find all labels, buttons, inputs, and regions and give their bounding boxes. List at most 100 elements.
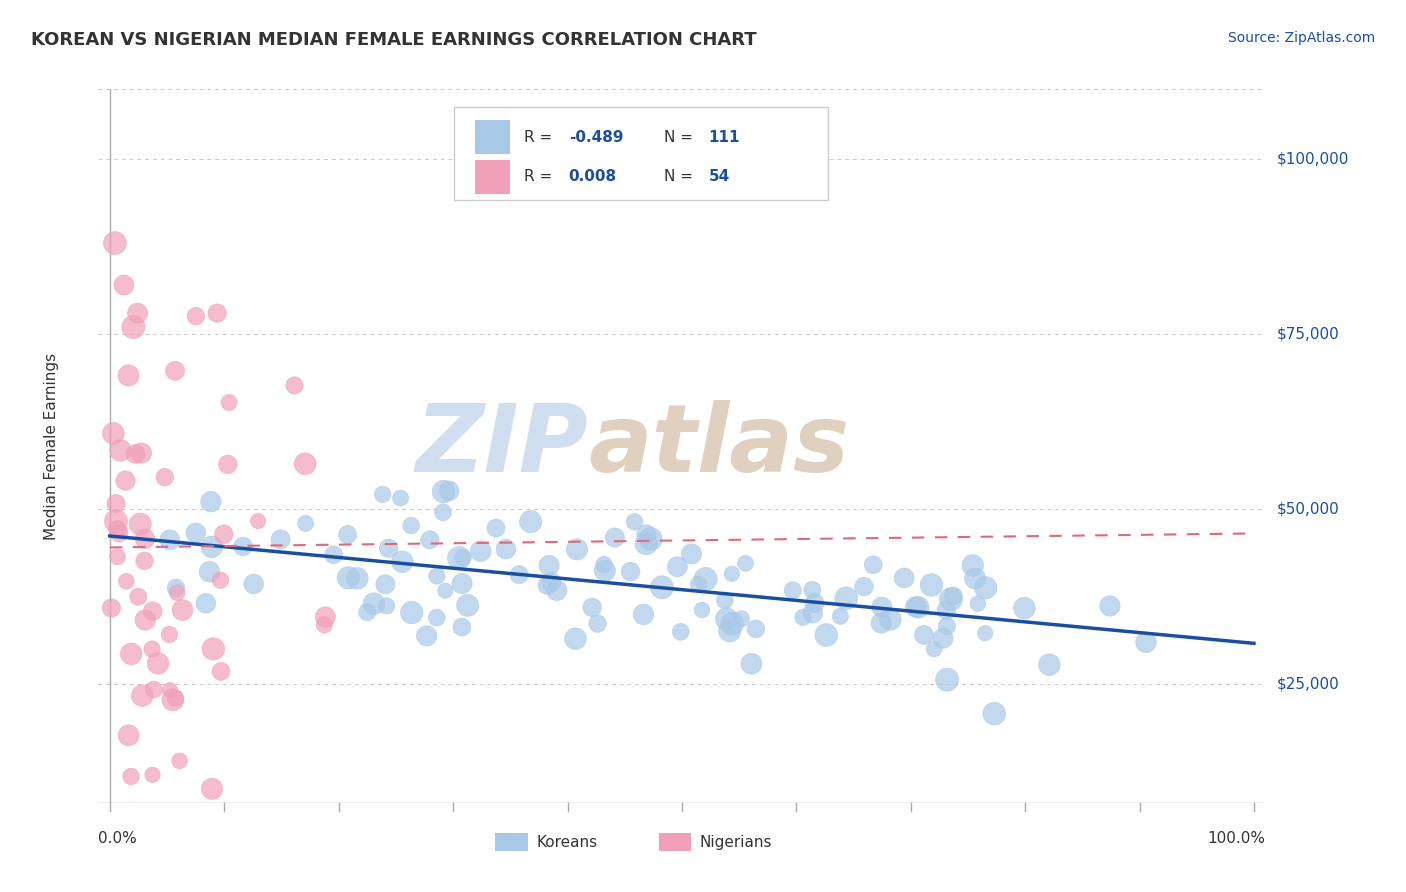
Point xyxy=(718,624,741,638)
Point xyxy=(105,497,128,511)
Point xyxy=(142,682,165,697)
Point xyxy=(415,629,437,643)
Point xyxy=(134,613,156,627)
Text: KOREAN VS NIGERIAN MEDIAN FEMALE EARNINGS CORRELATION CHART: KOREAN VS NIGERIAN MEDIAN FEMALE EARNING… xyxy=(31,31,756,49)
Point xyxy=(159,533,181,547)
Point xyxy=(374,577,396,591)
Point xyxy=(690,603,713,617)
Point xyxy=(165,691,187,706)
Text: R =: R = xyxy=(524,169,558,185)
Point xyxy=(184,525,207,540)
Point xyxy=(419,533,441,547)
Point xyxy=(247,514,270,528)
Text: R =: R = xyxy=(524,129,558,145)
Point xyxy=(666,559,689,574)
Point xyxy=(740,657,762,671)
Point xyxy=(127,590,149,604)
Point xyxy=(131,689,153,703)
Point xyxy=(695,572,717,586)
Point xyxy=(586,616,609,631)
Point xyxy=(432,484,454,499)
Point xyxy=(205,306,228,320)
Point xyxy=(457,599,479,613)
Point xyxy=(314,610,336,624)
Point xyxy=(432,505,454,519)
Point xyxy=(495,542,517,557)
Point xyxy=(536,578,558,592)
Text: ZIP: ZIP xyxy=(416,400,589,492)
Point xyxy=(159,683,181,698)
Point xyxy=(232,540,254,554)
Point xyxy=(356,605,378,619)
Point xyxy=(172,603,194,617)
Point xyxy=(966,597,988,611)
Point xyxy=(974,626,997,640)
Text: 100.0%: 100.0% xyxy=(1208,831,1265,847)
Point xyxy=(426,569,449,583)
Point xyxy=(399,518,422,533)
Point xyxy=(217,458,239,472)
Point xyxy=(451,576,474,591)
Point xyxy=(165,364,187,378)
Point xyxy=(782,583,804,598)
Text: 54: 54 xyxy=(709,169,730,185)
Point xyxy=(200,494,222,508)
Point xyxy=(815,628,838,642)
Point xyxy=(117,728,139,742)
Bar xyxy=(658,833,692,851)
Bar xyxy=(454,107,828,200)
Point xyxy=(107,523,129,537)
Text: Koreans: Koreans xyxy=(536,835,598,849)
Point xyxy=(546,583,568,598)
Point xyxy=(110,443,132,458)
Point xyxy=(801,606,824,620)
Point xyxy=(636,537,658,551)
Point xyxy=(974,581,997,595)
Point xyxy=(202,641,225,656)
Point xyxy=(669,624,692,639)
Point xyxy=(893,571,915,585)
Point xyxy=(184,309,207,323)
Point xyxy=(983,706,1005,721)
Point xyxy=(371,487,394,501)
Point xyxy=(270,533,292,547)
Point xyxy=(1038,657,1060,672)
Point xyxy=(623,515,645,529)
Point xyxy=(114,474,136,488)
Point xyxy=(100,601,122,615)
Point xyxy=(932,632,955,646)
Point xyxy=(127,306,149,320)
Point xyxy=(801,582,824,597)
Bar xyxy=(475,120,510,154)
Text: Median Female Earnings: Median Female Earnings xyxy=(44,352,59,540)
Point xyxy=(935,603,957,617)
Point xyxy=(879,612,901,626)
Point xyxy=(636,527,658,541)
Point xyxy=(314,617,336,632)
Point xyxy=(141,768,163,782)
Point xyxy=(134,532,156,546)
Point xyxy=(112,278,135,293)
Point xyxy=(107,549,129,564)
Text: 0.0%: 0.0% xyxy=(98,831,138,847)
Point xyxy=(593,564,616,578)
Point xyxy=(593,558,616,572)
Point xyxy=(283,378,305,392)
Point xyxy=(209,665,232,679)
Point xyxy=(939,592,962,607)
Point xyxy=(852,580,875,594)
Point xyxy=(922,642,945,657)
Point xyxy=(363,597,385,611)
Point xyxy=(651,580,673,594)
Text: 111: 111 xyxy=(709,129,740,145)
Point xyxy=(294,516,316,531)
Point xyxy=(117,368,139,383)
Point xyxy=(721,616,744,631)
Point xyxy=(124,447,146,461)
Point xyxy=(105,514,128,528)
Point xyxy=(792,610,814,624)
Point xyxy=(146,657,169,671)
Text: N =: N = xyxy=(665,169,699,185)
Point xyxy=(375,599,398,613)
Point xyxy=(581,600,603,615)
